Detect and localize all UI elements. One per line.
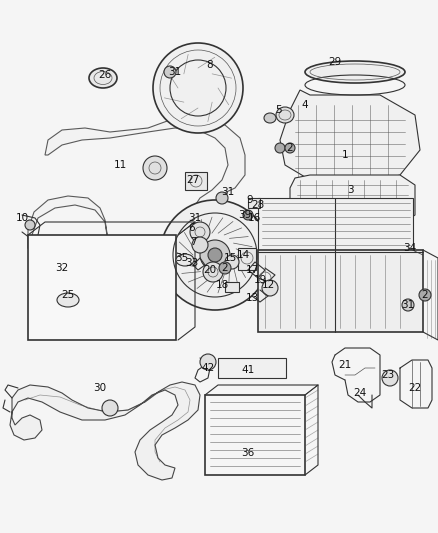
Text: 16: 16	[247, 213, 261, 223]
Circle shape	[203, 262, 223, 282]
Bar	[248, 198, 260, 208]
Circle shape	[153, 43, 243, 133]
Circle shape	[402, 299, 414, 311]
Circle shape	[208, 248, 222, 262]
Text: 27: 27	[187, 175, 200, 185]
Circle shape	[216, 192, 228, 204]
Ellipse shape	[276, 107, 294, 123]
Bar	[205, 395, 305, 475]
Polygon shape	[280, 90, 420, 185]
Text: 3: 3	[347, 185, 353, 195]
Ellipse shape	[57, 293, 79, 307]
Text: 14: 14	[237, 250, 250, 260]
Text: 36: 36	[241, 448, 254, 458]
Text: 2: 2	[287, 143, 293, 153]
Bar	[258, 198, 413, 250]
Circle shape	[382, 370, 398, 386]
Circle shape	[419, 289, 431, 301]
Circle shape	[200, 354, 216, 370]
Text: 18: 18	[215, 280, 229, 290]
Text: 29: 29	[328, 57, 342, 67]
Text: 31: 31	[401, 300, 415, 310]
Polygon shape	[290, 175, 415, 225]
Circle shape	[164, 66, 176, 78]
Text: 8: 8	[207, 60, 213, 70]
Text: 15: 15	[223, 253, 237, 263]
Text: 11: 11	[113, 160, 127, 170]
Circle shape	[160, 200, 270, 310]
Bar	[218, 358, 286, 378]
Bar	[225, 282, 239, 292]
Text: 39: 39	[238, 210, 251, 220]
Text: 24: 24	[353, 388, 367, 398]
Text: 30: 30	[93, 383, 106, 393]
Circle shape	[25, 220, 35, 230]
Circle shape	[225, 255, 239, 269]
Text: 5: 5	[275, 105, 281, 115]
Circle shape	[143, 156, 167, 180]
Bar	[258, 250, 423, 332]
Text: 1: 1	[342, 150, 348, 160]
Circle shape	[102, 400, 118, 416]
Text: 23: 23	[381, 370, 395, 380]
Text: 28: 28	[251, 200, 265, 210]
Text: 26: 26	[99, 70, 112, 80]
Text: 2: 2	[422, 290, 428, 300]
Ellipse shape	[264, 113, 276, 123]
Text: 25: 25	[61, 290, 74, 300]
Circle shape	[275, 143, 285, 153]
Circle shape	[243, 210, 253, 220]
Circle shape	[285, 143, 295, 153]
Ellipse shape	[305, 61, 405, 83]
Text: 41: 41	[241, 365, 254, 375]
Polygon shape	[28, 118, 245, 285]
Text: 2: 2	[222, 263, 228, 273]
Circle shape	[262, 280, 278, 296]
Text: 10: 10	[15, 213, 28, 223]
Text: 31: 31	[168, 67, 182, 77]
Circle shape	[190, 222, 210, 242]
Circle shape	[219, 262, 231, 274]
Circle shape	[200, 240, 230, 270]
Circle shape	[192, 237, 208, 253]
Text: 34: 34	[403, 243, 417, 253]
Text: 32: 32	[55, 263, 69, 273]
Bar	[28, 235, 176, 340]
Text: 21: 21	[339, 360, 352, 370]
Text: 31: 31	[188, 213, 201, 223]
Text: 20: 20	[203, 265, 216, 275]
Polygon shape	[10, 382, 200, 480]
Text: 17: 17	[245, 265, 258, 275]
Text: 12: 12	[261, 280, 275, 290]
Bar	[185, 172, 207, 190]
Text: 7: 7	[190, 237, 196, 247]
Text: 13: 13	[245, 293, 258, 303]
Text: 22: 22	[408, 383, 422, 393]
Text: 33: 33	[185, 258, 198, 268]
Text: 6: 6	[189, 223, 195, 233]
Text: 42: 42	[201, 363, 215, 373]
Ellipse shape	[176, 254, 194, 266]
Text: 35: 35	[175, 253, 189, 263]
Bar	[238, 248, 256, 270]
Text: 9: 9	[247, 195, 253, 205]
Text: 31: 31	[221, 187, 235, 197]
Text: 4: 4	[302, 100, 308, 110]
Ellipse shape	[89, 68, 117, 88]
Text: 19: 19	[253, 275, 267, 285]
